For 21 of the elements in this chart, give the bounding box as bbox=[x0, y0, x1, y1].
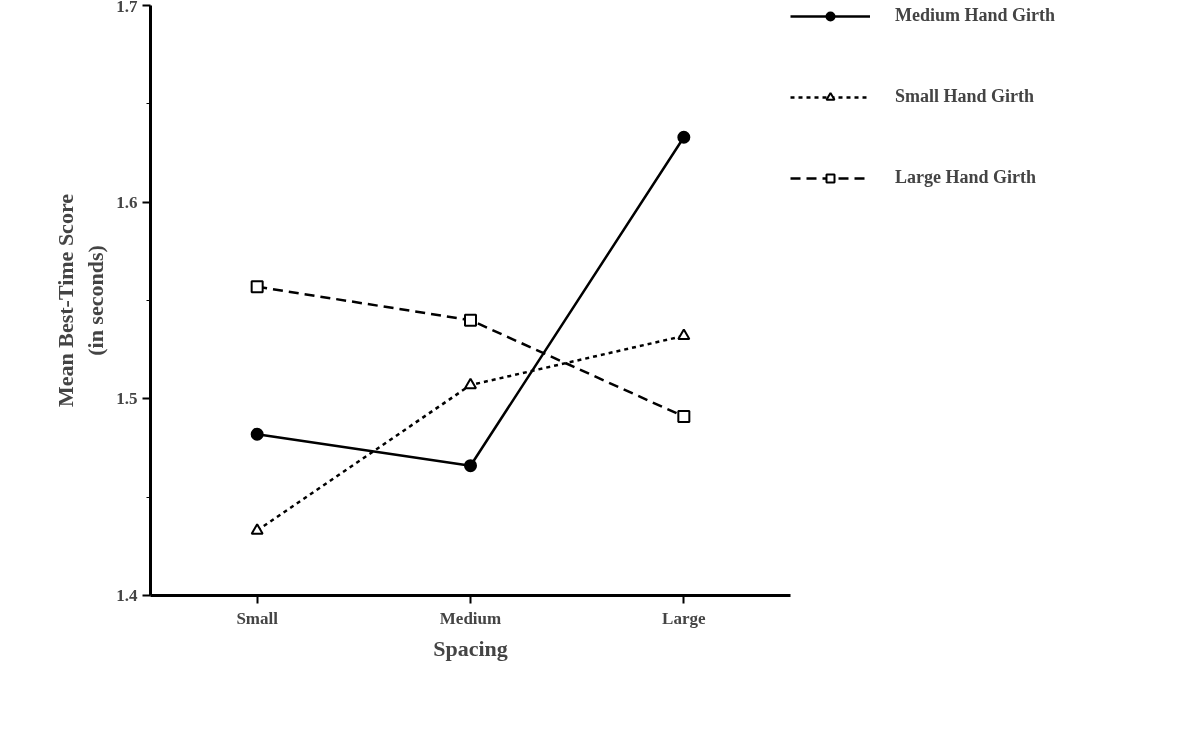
point bbox=[464, 313, 477, 327]
point bbox=[464, 377, 477, 390]
point bbox=[677, 130, 691, 144]
x-tick-label: Large bbox=[662, 608, 706, 628]
point bbox=[464, 459, 477, 473]
y-axis-title: Mean Best-Time Score (in seconds) bbox=[53, 193, 109, 408]
y-tick-label: 1.4 bbox=[116, 586, 138, 605]
y-tick-label: 1.7 bbox=[116, 0, 138, 16]
point bbox=[677, 410, 691, 424]
legend-label: Large Hand Girth bbox=[895, 167, 1037, 188]
x-tick-label: Small bbox=[236, 608, 279, 628]
point bbox=[677, 328, 691, 341]
x-tick-label: Medium bbox=[439, 608, 502, 628]
legend-label: Medium Hand Girth bbox=[895, 5, 1056, 26]
point bbox=[250, 523, 264, 535]
legend-label: Small Hand Girth bbox=[895, 86, 1035, 107]
y-tick-label: 1.5 bbox=[116, 389, 138, 409]
point bbox=[250, 427, 264, 441]
x-axis-title: Spacing bbox=[433, 635, 508, 661]
point bbox=[250, 280, 264, 294]
y-tick-label: 1.6 bbox=[116, 192, 138, 212]
